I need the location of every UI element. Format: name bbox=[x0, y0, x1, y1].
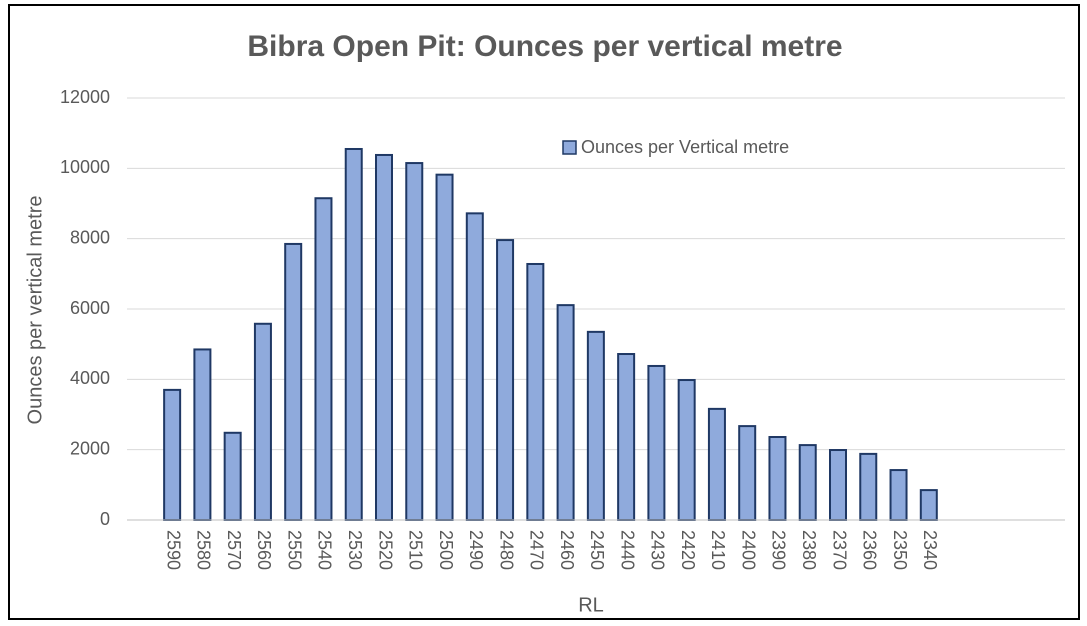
bar bbox=[556, 304, 575, 521]
x-tick-label: 2540 bbox=[315, 530, 335, 570]
x-tick-label: 2350 bbox=[890, 530, 910, 570]
bar bbox=[223, 431, 242, 521]
bar bbox=[284, 242, 303, 521]
bar bbox=[707, 407, 726, 521]
legend-label: Ounces per Vertical metre bbox=[581, 137, 789, 157]
bar bbox=[919, 489, 938, 522]
bar bbox=[526, 262, 545, 521]
bar bbox=[375, 153, 393, 521]
x-tick-label: 2450 bbox=[587, 530, 607, 570]
y-tick-label: 0 bbox=[100, 509, 110, 529]
x-tick-label: 2420 bbox=[678, 530, 698, 570]
x-tick-label: 2390 bbox=[769, 530, 789, 570]
x-tick-label: 2520 bbox=[375, 530, 395, 570]
y-tick-label: 6000 bbox=[70, 298, 110, 318]
bar bbox=[889, 469, 908, 521]
y-tick-label: 12000 bbox=[60, 87, 110, 107]
x-tick-label: 2480 bbox=[496, 530, 516, 570]
x-tick-label: 2460 bbox=[557, 530, 577, 570]
x-tick-label: 2590 bbox=[163, 530, 183, 570]
bar bbox=[496, 239, 515, 521]
x-tick-label: 2530 bbox=[345, 530, 365, 570]
bar bbox=[253, 322, 272, 521]
x-tick-label: 2580 bbox=[194, 530, 214, 570]
bar bbox=[677, 379, 696, 521]
x-axis-label: RL bbox=[578, 594, 604, 616]
x-tick-label: 2570 bbox=[224, 530, 244, 570]
bar bbox=[768, 436, 787, 521]
x-tick-label: 2490 bbox=[466, 530, 486, 570]
y-axis-label: Ounces per vertical metre bbox=[24, 196, 46, 425]
bar bbox=[465, 212, 484, 521]
x-tick-label: 2370 bbox=[829, 530, 849, 570]
x-tick-label: 2360 bbox=[860, 530, 880, 570]
bar bbox=[405, 162, 424, 522]
bar bbox=[798, 444, 817, 521]
bar bbox=[586, 330, 605, 521]
x-tick-label: 2510 bbox=[406, 530, 426, 570]
bar bbox=[314, 197, 333, 521]
x-tick-label: 2430 bbox=[648, 530, 668, 570]
chart-title: Bibra Open Pit: Ounces per vertical metr… bbox=[247, 30, 842, 63]
x-tick-label: 2380 bbox=[799, 530, 819, 570]
bar bbox=[647, 364, 666, 521]
x-tick-label: 2500 bbox=[436, 530, 456, 570]
bar bbox=[859, 452, 878, 521]
bar bbox=[617, 353, 636, 521]
x-tick-label: 2560 bbox=[254, 530, 274, 570]
x-tick-label: 2340 bbox=[920, 530, 940, 570]
y-tick-label: 2000 bbox=[70, 438, 110, 458]
bar bbox=[193, 348, 212, 522]
x-tick-label: 2550 bbox=[284, 530, 304, 570]
bar bbox=[344, 147, 363, 521]
y-tick-label: 4000 bbox=[70, 368, 110, 388]
x-tick-label: 2470 bbox=[527, 530, 547, 570]
legend-swatch bbox=[562, 140, 577, 155]
y-tick-label: 10000 bbox=[60, 157, 110, 177]
y-tick-label: 8000 bbox=[70, 227, 110, 247]
bar bbox=[738, 425, 757, 522]
x-tick-label: 2400 bbox=[738, 530, 758, 570]
x-tick-label: 2410 bbox=[708, 530, 728, 570]
bar bbox=[435, 173, 454, 521]
bar bbox=[829, 449, 847, 522]
bar bbox=[163, 388, 182, 521]
x-tick-label: 2440 bbox=[617, 530, 637, 570]
